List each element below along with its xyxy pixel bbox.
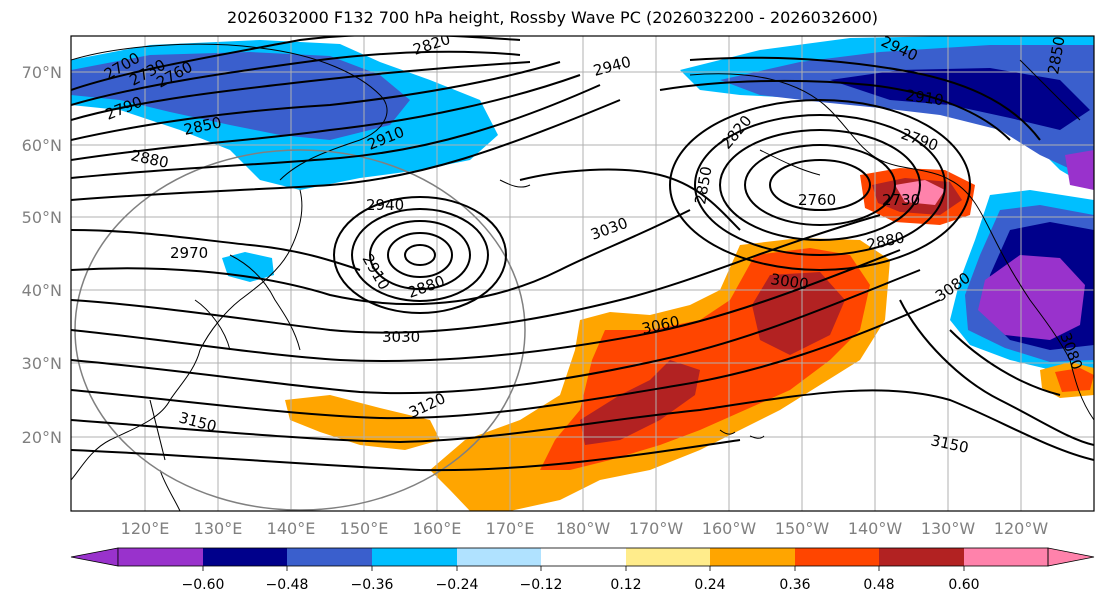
lon-tick-label: 170°E [486, 519, 535, 538]
lat-tick-label: 60°N [22, 136, 62, 155]
colorbar-label: −0.60 [182, 577, 225, 593]
pos-region-central-pacific-core [752, 272, 845, 355]
colorbar-label: −0.24 [436, 577, 479, 593]
lat-tick-label: 40°N [22, 281, 62, 300]
lon-tick-label: 150°W [775, 519, 830, 538]
contour-label: 2970 [170, 244, 208, 262]
neg-region-purple-1 [978, 255, 1085, 340]
lon-tick-label: 140°E [267, 519, 316, 538]
colorbar: −0.60 −0.48 −0.36 −0.24 −0.12 0.12 0.24 … [70, 547, 1095, 593]
contour-label: 2730 [882, 191, 920, 209]
lon-tick-label: 120°E [121, 519, 170, 538]
lon-tick-label: 160°E [413, 519, 462, 538]
gridlines [71, 36, 1094, 511]
lat-tick-label: 30°N [22, 354, 62, 373]
colorbar-swatch [964, 548, 1048, 566]
contour-label: 3000 [769, 270, 809, 293]
map-plot-area: 2700 2730 2760 2790 2820 2850 2880 2910 … [71, 36, 1094, 511]
colorbar-extend-low [70, 547, 119, 567]
colorbar-swatch [372, 548, 457, 566]
longitude-ticks: 120°E 130°E 140°E 150°E 160°E 170°E 180°… [121, 519, 1049, 538]
colorbar-swatch [710, 548, 795, 566]
colorbar-swatch [118, 548, 203, 566]
lat-tick-label: 20°N [22, 428, 62, 447]
colorbar-label: −0.12 [520, 577, 563, 593]
colorbar-swatch [795, 548, 879, 566]
colorbar-label: 0.24 [694, 577, 725, 593]
lon-tick-label: 130°E [194, 519, 243, 538]
colorbar-extend-high [1047, 547, 1095, 567]
colorbar-swatch [541, 548, 626, 566]
colorbar-swatch [287, 548, 372, 566]
map-title: 2026032000 F132 700 hPa height, Rossby W… [227, 8, 878, 27]
neg-region-nw-pacific-core [71, 52, 410, 140]
colorbar-label: −0.36 [351, 577, 394, 593]
colorbar-swatch [626, 548, 710, 566]
contour-label: 2910 [904, 86, 944, 109]
lat-tick-label: 70°N [22, 63, 62, 82]
positive-anomaly-shading [285, 168, 1094, 511]
lat-tick-label: 50°N [22, 208, 62, 227]
colorbar-swatch [879, 548, 964, 566]
lon-tick-label: 180°W [556, 519, 611, 538]
colorbar-swatch [457, 548, 541, 566]
colorbar-label: 0.36 [779, 577, 810, 593]
lon-tick-label: 120°W [994, 519, 1049, 538]
plot-frame [70, 35, 1095, 512]
contour-label: 2940 [366, 196, 404, 214]
colorbar-swatch [203, 548, 287, 566]
pos-region-subtropical-west [285, 395, 440, 450]
lon-tick-label: 130°W [921, 519, 976, 538]
colorbar-label: 0.48 [863, 577, 894, 593]
lon-tick-label: 160°W [702, 519, 757, 538]
lon-tick-label: 150°E [340, 519, 389, 538]
contour-label: 2760 [798, 191, 836, 209]
contour-label: 3030 [382, 328, 420, 346]
neg-region-alaska-core [830, 68, 1090, 130]
latitude-ticks: 70°N 60°N 50°N 40°N 30°N 20°N [22, 63, 62, 447]
pos-region-hawaii-core [580, 360, 700, 445]
lon-tick-label: 170°W [629, 519, 684, 538]
colorbar-label: 0.12 [610, 577, 641, 593]
colorbar-label: 0.60 [948, 577, 979, 593]
neg-region-purple-2 [1065, 150, 1094, 190]
height-contours [71, 36, 1094, 472]
lon-tick-label: 140°W [848, 519, 903, 538]
colorbar-label: −0.48 [266, 577, 309, 593]
pos-region-baja-core [1055, 368, 1094, 392]
